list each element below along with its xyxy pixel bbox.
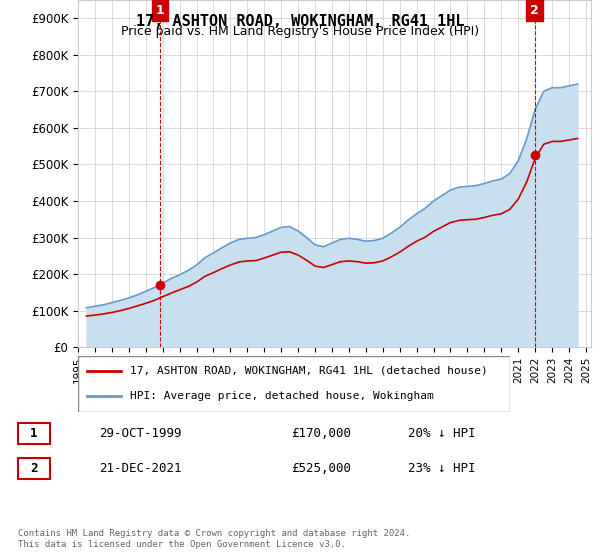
Text: 23% ↓ HPI: 23% ↓ HPI: [408, 461, 475, 475]
Text: 29-OCT-1999: 29-OCT-1999: [100, 427, 182, 440]
FancyBboxPatch shape: [18, 458, 50, 479]
Text: Contains HM Land Registry data © Crown copyright and database right 2024.
This d: Contains HM Land Registry data © Crown c…: [18, 529, 410, 549]
Text: 17, ASHTON ROAD, WOKINGHAM, RG41 1HL (detached house): 17, ASHTON ROAD, WOKINGHAM, RG41 1HL (de…: [130, 366, 488, 376]
Text: HPI: Average price, detached house, Wokingham: HPI: Average price, detached house, Woki…: [130, 391, 434, 401]
FancyBboxPatch shape: [78, 356, 510, 412]
Text: 2: 2: [530, 4, 539, 17]
Text: 17, ASHTON ROAD, WOKINGHAM, RG41 1HL: 17, ASHTON ROAD, WOKINGHAM, RG41 1HL: [136, 14, 464, 29]
Text: 2: 2: [30, 461, 37, 475]
Text: £525,000: £525,000: [292, 461, 352, 475]
Text: 21-DEC-2021: 21-DEC-2021: [100, 461, 182, 475]
Text: Price paid vs. HM Land Registry's House Price Index (HPI): Price paid vs. HM Land Registry's House …: [121, 25, 479, 38]
Text: 1: 1: [30, 427, 37, 440]
Text: £170,000: £170,000: [292, 427, 352, 440]
Text: 20% ↓ HPI: 20% ↓ HPI: [408, 427, 475, 440]
Text: 1: 1: [155, 4, 164, 17]
FancyBboxPatch shape: [18, 423, 50, 444]
